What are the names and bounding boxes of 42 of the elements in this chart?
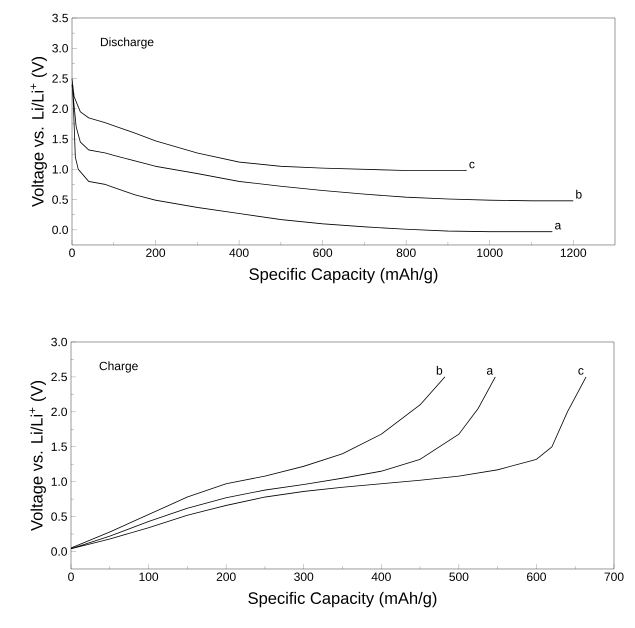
text: Charge bbox=[100, 361, 138, 373]
x-tick-label: 200 bbox=[146, 248, 166, 258]
x-tick-label: 0 bbox=[68, 572, 74, 582]
x-tick-label: 200 bbox=[216, 572, 236, 582]
x-tick-label: 100 bbox=[139, 572, 158, 582]
y-axis-title: Voltage vs. Li/Li$^{+}$ (V) bbox=[30, 381, 46, 531]
y-tick-label: 0.5 bbox=[52, 195, 68, 204]
x-tick-label: 400 bbox=[229, 248, 249, 258]
series-label: b bbox=[436, 366, 442, 375]
y-tick-label: 3.5 bbox=[52, 14, 68, 22]
series-label: c bbox=[469, 162, 475, 168]
y-axis-title: Voltage vs. Li/Li$^{+}$ (V) bbox=[30, 57, 47, 207]
y-tick-label: 0.0 bbox=[51, 547, 68, 556]
y-tick-label: 1.5 bbox=[52, 442, 67, 451]
x-tick-label: 500 bbox=[449, 572, 468, 582]
text: Discharge bbox=[100, 37, 154, 49]
x-axis-title: Specific Capacity (mAh/g) bbox=[249, 268, 438, 284]
series-label: b bbox=[576, 190, 582, 199]
series-label: a bbox=[486, 368, 494, 375]
y-tick-label: 2.0 bbox=[52, 104, 68, 114]
x-tick-label: 800 bbox=[396, 248, 416, 258]
x-tick-label: 1200 bbox=[560, 248, 586, 258]
y-tick-label: 3.0 bbox=[52, 44, 68, 52]
y-tick-label: 2.5 bbox=[51, 372, 67, 382]
x-axis-title: Specific Capacity (mAh/g) bbox=[248, 592, 436, 608]
series-label: a bbox=[555, 222, 562, 230]
y-tick-label: 0.0 bbox=[52, 226, 68, 234]
x-tick-label: 400 bbox=[372, 572, 391, 582]
y-tick-label: 2.0 bbox=[51, 408, 68, 416]
y-tick-label: 1.0 bbox=[52, 165, 68, 174]
y-tick-label: 1.5 bbox=[52, 134, 68, 144]
x-tick-label: 700 bbox=[604, 572, 624, 582]
x-tick-label: 0 bbox=[69, 248, 75, 258]
y-tick-label: 2.5 bbox=[52, 74, 68, 83]
x-tick-label: 600 bbox=[313, 248, 332, 258]
x-tick-label: 600 bbox=[527, 572, 546, 582]
x-tick-label: 300 bbox=[294, 572, 314, 582]
x-tick-label: 1000 bbox=[477, 248, 503, 258]
y-tick-label: 1.0 bbox=[52, 477, 68, 486]
y-tick-label: 0.5 bbox=[51, 512, 67, 521]
y-tick-label: 3.0 bbox=[51, 338, 68, 346]
series-label: c bbox=[578, 368, 584, 375]
